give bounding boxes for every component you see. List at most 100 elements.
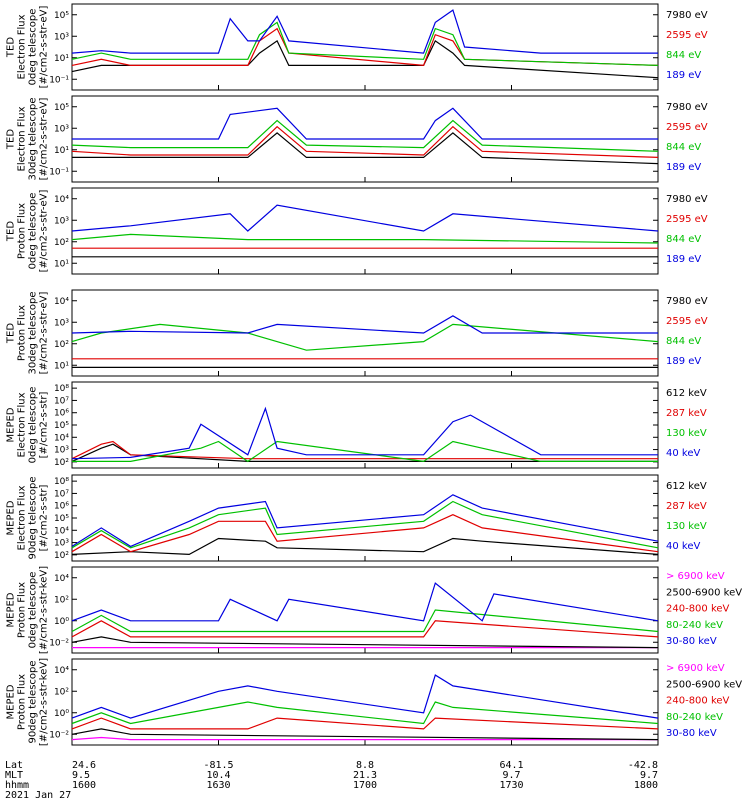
legend-entry: 2595 eV bbox=[666, 316, 708, 327]
footer-value: 21.3 bbox=[353, 770, 377, 781]
legend-entry: 189 eV bbox=[666, 254, 701, 265]
ylabel-line: Proton Flux bbox=[17, 674, 28, 730]
footer-value: 8.8 bbox=[356, 760, 374, 771]
ytick-label: 10⁷ bbox=[54, 489, 69, 499]
ylabel-line: Electron Flux bbox=[17, 14, 28, 79]
ylabel: MEPEDProton Flux0deg telescope[#/cm2-s-s… bbox=[6, 566, 50, 654]
legend-entry: 189 eV bbox=[666, 356, 701, 367]
ylabel-line: 0deg telescope bbox=[28, 9, 39, 86]
ylabel-line: MEPED bbox=[6, 500, 17, 535]
panel-6: 10² 10³ 10⁴ 10⁵ 10⁶ 10⁷ 10⁸ MEPEDElectron Flux9… bbox=[6, 474, 707, 562]
ytick-label: 10⁷ bbox=[54, 396, 69, 406]
ylabel-line: TED bbox=[6, 323, 17, 344]
ytick-label: 10⁻² bbox=[49, 730, 69, 740]
series-line bbox=[72, 440, 658, 463]
series-line bbox=[71, 40, 659, 79]
ytick-label: 10⁸ bbox=[54, 384, 69, 394]
series-line bbox=[71, 514, 659, 553]
ylabel: TEDProton Flux30deg telescope[#/cm2-s-st… bbox=[6, 291, 50, 374]
legend-entry: 2595 eV bbox=[666, 30, 708, 41]
legend-entry: 240-800 keV bbox=[666, 604, 730, 615]
footer-value: 9.5 bbox=[72, 770, 90, 781]
footer-value: 1800 bbox=[634, 780, 658, 791]
series-line bbox=[71, 674, 659, 719]
footer-value: 10.4 bbox=[206, 770, 230, 781]
ylabel-line: 0deg telescope bbox=[28, 193, 39, 270]
ylabel-line: Proton Flux bbox=[17, 203, 28, 259]
ylabel-line: [#/cm2-s-str-keV] bbox=[39, 566, 50, 654]
series-line bbox=[72, 107, 658, 140]
ylabel-line: 30deg telescope bbox=[28, 291, 39, 374]
ylabel-line: 90deg telescope bbox=[28, 476, 39, 559]
legend-entry: 844 eV bbox=[666, 336, 701, 347]
panel-1: 10⁻¹ 10¹ 10³ 10⁵ TEDElectron Flux0deg telesc… bbox=[6, 3, 708, 91]
ytick-label: 10⁵ bbox=[54, 11, 69, 21]
ytick-label: 10¹ bbox=[54, 259, 69, 269]
ylabel-line: Electron Flux bbox=[17, 392, 28, 457]
panel-5: 10² 10³ 10⁴ 10⁵ 10⁶ 10⁷ 10⁸ MEPEDElectron Flux0… bbox=[6, 381, 707, 469]
ytick-label: 10² bbox=[54, 340, 69, 350]
ytick-label: 10⁴ bbox=[54, 574, 69, 584]
ylabel-line: [#/cm2-s-str-keV] bbox=[39, 658, 50, 746]
legend-entry: 240-800 keV bbox=[666, 696, 730, 707]
series-line bbox=[71, 119, 659, 152]
legend-entry: 844 eV bbox=[666, 142, 701, 153]
ylabel-line: 0deg telescope bbox=[28, 572, 39, 649]
ytick-label: 10³ bbox=[54, 446, 69, 456]
series-line bbox=[71, 27, 659, 67]
footer-row-label: hhmm bbox=[5, 780, 29, 791]
ylabel: MEPEDElectron Flux0deg telescope[#/cm2-s… bbox=[6, 387, 50, 464]
ylabel-line: TED bbox=[6, 221, 17, 242]
legend-entry: 287 keV bbox=[666, 408, 707, 419]
legend-entry: 7980 eV bbox=[666, 102, 708, 113]
series-line bbox=[71, 440, 658, 460]
ylabel-line: [#/cm2-s-str] bbox=[39, 484, 50, 551]
series-line bbox=[71, 728, 659, 741]
footer-value: -42.8 bbox=[628, 760, 658, 771]
series-line bbox=[71, 21, 659, 66]
ylabel-line: [#/cm2-s-str-eV] bbox=[39, 190, 50, 273]
ytick-label: 10⁴ bbox=[54, 195, 69, 205]
ylabel-line: MEPED bbox=[6, 684, 17, 719]
footer-value: 9.7 bbox=[640, 770, 658, 781]
series-line bbox=[72, 132, 659, 165]
legend-entry: 2595 eV bbox=[666, 122, 708, 133]
ylabel-line: 90deg telescope bbox=[28, 660, 39, 743]
legend-entry: 2500-6900 keV bbox=[666, 679, 742, 690]
panel-frame bbox=[71, 566, 659, 654]
legend-entry: 130 keV bbox=[666, 521, 707, 532]
ylabel-line: 0deg telescope bbox=[28, 387, 39, 464]
ytick-label: 10¹ bbox=[54, 146, 69, 156]
ytick-label: 10⁰ bbox=[54, 617, 69, 627]
ytick-label: 10⁻¹ bbox=[49, 167, 69, 177]
ytick-label: 10⁴ bbox=[54, 297, 69, 307]
ytick-label: 10⁶ bbox=[54, 502, 69, 512]
ytick-label: 10² bbox=[54, 595, 69, 605]
footer-value: -81.5 bbox=[203, 760, 233, 771]
legend-entry: 189 eV bbox=[666, 162, 701, 173]
series-line bbox=[71, 315, 658, 334]
ylabel: TEDElectron Flux30deg telescope[#/cm2-s-… bbox=[6, 97, 50, 180]
ytick-label: 10⁻² bbox=[49, 638, 69, 648]
ytick-label: 10³ bbox=[54, 32, 69, 42]
ylabel-line: [#/cm2-s-str-eV] bbox=[39, 292, 50, 375]
ylabel-line: Proton Flux bbox=[17, 582, 28, 638]
panel-8: 10⁻² 10⁰ 10² 10⁴ MEPEDProton Flux90deg teles… bbox=[6, 658, 743, 746]
series-line bbox=[71, 204, 659, 232]
series-line bbox=[71, 406, 658, 460]
ylabel-line: [#/cm2-s-str-eV] bbox=[39, 98, 50, 181]
panel-2: 10⁻¹ 10¹ 10³ 10⁵ TEDElectron Flux30deg teles… bbox=[6, 95, 708, 183]
legend-entry: 80-240 keV bbox=[666, 712, 723, 723]
panel-frame bbox=[71, 187, 659, 275]
ytick-label: 10¹ bbox=[54, 54, 69, 64]
ylabel-line: [#/cm2-s-str-eV] bbox=[39, 6, 50, 89]
ytick-label: 10³ bbox=[54, 318, 69, 328]
series-line bbox=[71, 736, 658, 741]
ytick-label: 10⁴ bbox=[54, 666, 69, 676]
footer-value: 9.7 bbox=[502, 770, 520, 781]
series-line bbox=[71, 717, 659, 730]
legend-entry: 7980 eV bbox=[666, 194, 708, 205]
ytick-label: 10⁴ bbox=[54, 526, 69, 536]
series-line bbox=[71, 537, 659, 556]
